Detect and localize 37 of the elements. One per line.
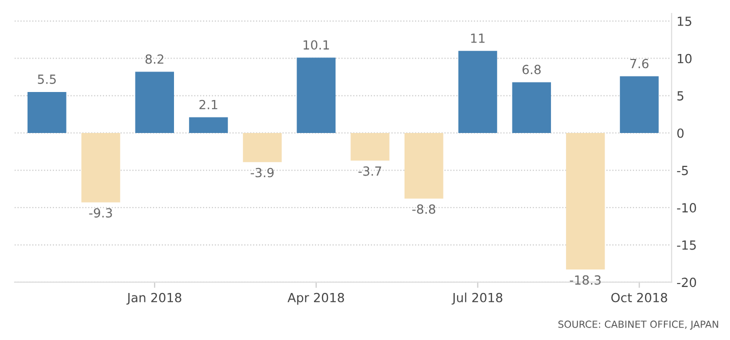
- data-label: 7.6: [630, 58, 648, 68]
- data-label: 11: [471, 34, 485, 43]
- bar: [242, 132, 282, 162]
- bar: [28, 92, 66, 133]
- x-tick-label: Jan 2018: [126, 292, 182, 305]
- bar: [296, 58, 336, 133]
- bar: [458, 50, 498, 133]
- bar: [512, 82, 551, 133]
- y-tick-label: 15: [678, 16, 692, 26]
- data-label: -8.8: [412, 204, 436, 214]
- bar: [81, 132, 120, 202]
- y-tick-label: -15: [677, 240, 696, 250]
- y-tick-label: -10: [677, 203, 696, 213]
- y-tick-label: 5: [677, 91, 684, 101]
- bar: [404, 132, 444, 199]
- y-tick-label: -20: [677, 278, 696, 288]
- source-note: SOURCE: CABINET OFFICE, JAPAN: [558, 320, 718, 330]
- bar: [350, 132, 390, 161]
- data-label: -18.3: [570, 275, 601, 285]
- x-tick-label: Oct 2018: [611, 292, 668, 302]
- data-label: -3.7: [358, 166, 382, 176]
- bar: [566, 132, 605, 270]
- x-tick-label: Jul 2018: [452, 292, 502, 305]
- data-label: -3.9: [250, 168, 274, 178]
- data-label: 2.1: [199, 100, 218, 110]
- data-label: 8.2: [146, 54, 164, 64]
- data-label: 5.5: [38, 74, 56, 84]
- data-label: -9.3: [89, 208, 112, 218]
- bar: [620, 76, 659, 133]
- x-tick-label: Apr 2018: [288, 292, 344, 305]
- data-label: 6.8: [522, 64, 541, 74]
- y-tick-label: 0: [677, 128, 684, 138]
- y-tick-label: -5: [677, 166, 688, 176]
- y-tick-label: 10: [678, 54, 692, 64]
- data-label: 10.1: [304, 40, 329, 50]
- bar: [189, 117, 228, 133]
- bar: [135, 72, 174, 133]
